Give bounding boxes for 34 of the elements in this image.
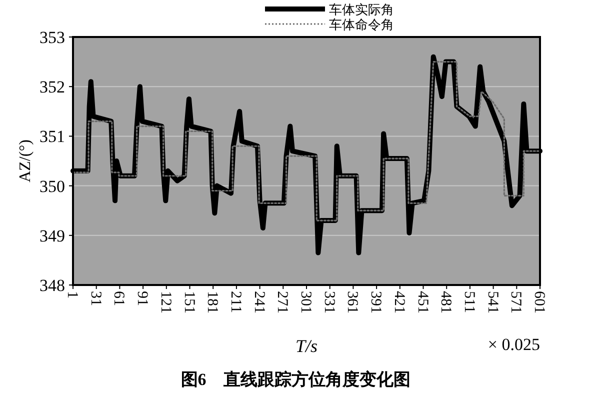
line-series <box>72 61 541 222</box>
text: × 0.025 <box>488 335 540 354</box>
x-tick-label: 451 <box>414 291 430 314</box>
x-tick-label: 571 <box>508 291 524 314</box>
x-axis-title: T/s <box>295 336 318 356</box>
x-tick-label: 421 <box>390 291 407 314</box>
x-tick-label: 61 <box>110 291 127 306</box>
x-tick-label: 151 <box>180 291 197 314</box>
x-tick-label: 511 <box>460 291 477 313</box>
y-tick-label: 353 <box>40 28 65 47</box>
y-axis-title: AZ/(°) <box>17 140 34 182</box>
x-tick-label: 91 <box>134 291 150 306</box>
x-tick-label: 181 <box>204 291 220 314</box>
x-tick-label: 31 <box>87 291 104 306</box>
x-tick-label: 241 <box>250 291 267 314</box>
x-tick-label: 211 <box>227 291 244 313</box>
y-tick-label: 349 <box>40 226 65 246</box>
y-tick-label: 351 <box>40 127 65 146</box>
x-tick-label: 121 <box>157 291 174 314</box>
x-tick-label: 331 <box>320 291 337 314</box>
x-tick-label: 601 <box>531 291 547 314</box>
text: 图6 直线跟踪方位角度变化图 <box>180 370 410 389</box>
x-tick-label: 481 <box>438 291 454 314</box>
y-tick-label: 350 <box>40 176 65 196</box>
x-tick-label: 271 <box>274 291 290 314</box>
x-tick-label: 1 <box>64 291 80 298</box>
x-tick-label: 541 <box>484 291 500 314</box>
y-tick-label: 348 <box>40 276 65 295</box>
x-tick-label: 361 <box>344 291 360 314</box>
x-tick-label: 301 <box>298 291 314 314</box>
legend-label: 车体实际角 <box>329 2 394 17</box>
y-tick-label: 352 <box>40 78 65 97</box>
x-tick-label: 391 <box>368 291 384 314</box>
legend-label: 车体命令角 <box>329 17 394 32</box>
